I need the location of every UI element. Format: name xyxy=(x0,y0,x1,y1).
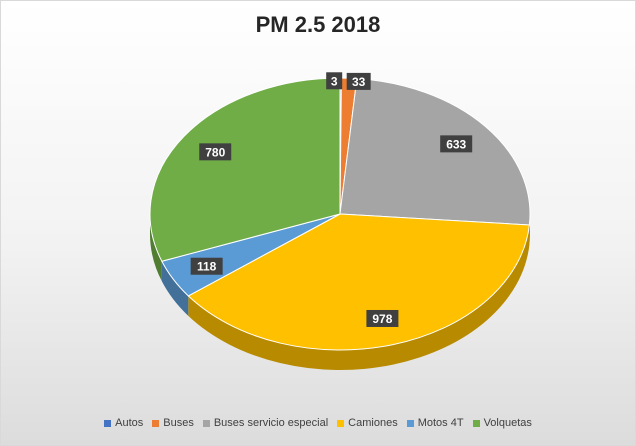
pie-top-layer xyxy=(149,77,531,351)
legend-swatch xyxy=(406,419,414,427)
pie-side-volquetas xyxy=(150,214,162,282)
legend-item: Buses servicio especial xyxy=(202,417,329,429)
data-label-text: 633 xyxy=(446,137,466,151)
legend-swatch xyxy=(337,419,345,427)
data-label-text: 780 xyxy=(205,145,225,159)
chart-title: PM 2.5 2018 xyxy=(255,12,381,37)
data-label-text: 978 xyxy=(372,312,392,326)
pie-side-motos-4t xyxy=(161,261,189,316)
legend-label: Camiones xyxy=(348,417,398,429)
legend-label: Autos xyxy=(115,417,144,429)
chart-legend: Autos Buses Buses servicio especial Camione… xyxy=(0,417,636,429)
legend-swatch xyxy=(202,419,210,427)
data-label: 978 xyxy=(366,309,399,327)
legend-swatch xyxy=(152,419,160,427)
data-label: 780 xyxy=(199,143,232,161)
legend-label: Volquetas xyxy=(483,417,532,429)
legend-item: Motos 4T xyxy=(406,417,464,429)
data-label: 118 xyxy=(190,257,223,275)
legend-label: Buses servicio especial xyxy=(213,417,329,429)
data-label-box xyxy=(366,309,399,327)
data-label-text: 33 xyxy=(352,75,366,89)
data-label-box xyxy=(190,257,223,275)
data-label: 33 xyxy=(346,72,371,90)
data-label: 3 xyxy=(326,72,343,90)
legend-label: Motos 4T xyxy=(417,417,464,429)
pie-side-camiones xyxy=(188,224,530,371)
data-label-box xyxy=(326,72,343,90)
pie-slice-buses-servicio-especial xyxy=(339,78,531,226)
legend-swatch xyxy=(104,419,112,427)
pie-slice-camiones xyxy=(187,213,530,351)
legend-item: Camiones xyxy=(337,417,398,429)
data-label-text: 3 xyxy=(331,74,338,88)
legend-item: Buses xyxy=(152,417,194,429)
data-label: 633 xyxy=(440,135,473,153)
legend-label: Buses xyxy=(163,417,194,429)
data-label-text: 118 xyxy=(197,260,217,274)
data-label-box xyxy=(199,143,232,161)
legend-item: Autos xyxy=(104,417,143,429)
data-label-box xyxy=(440,135,473,153)
legend-swatch xyxy=(472,419,480,427)
pie-slice-volquetas xyxy=(149,77,341,262)
legend-item: Volquetas xyxy=(472,417,532,429)
data-label-box xyxy=(346,72,371,90)
